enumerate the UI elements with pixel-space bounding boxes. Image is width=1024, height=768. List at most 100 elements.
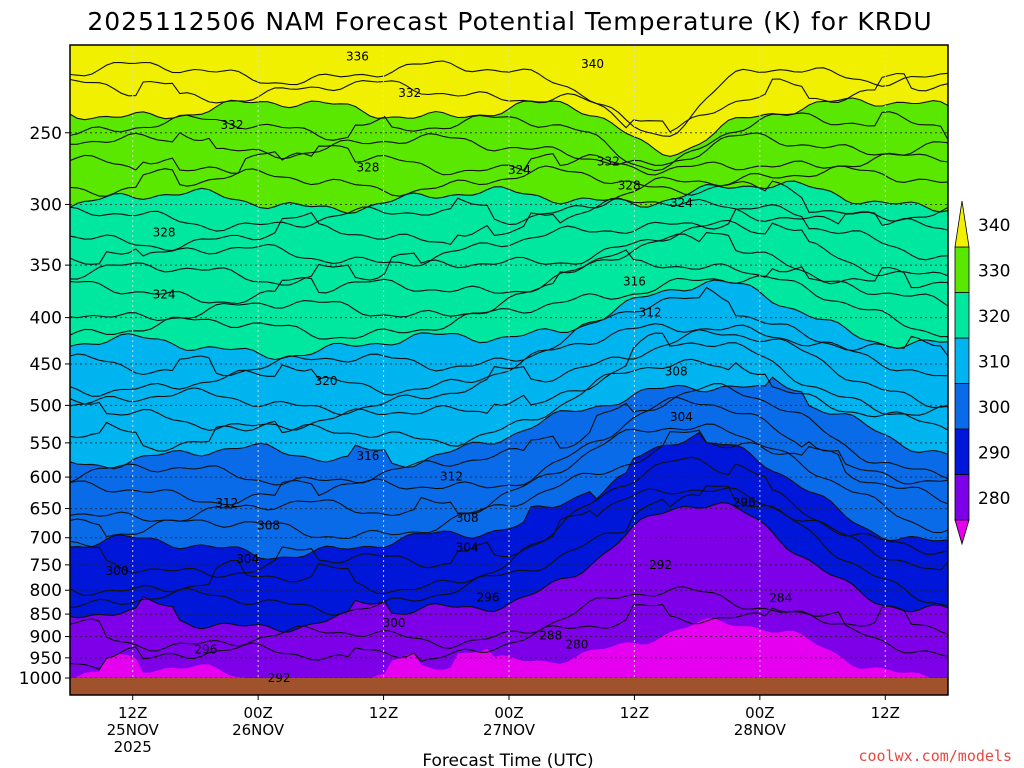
x-tick-label: 26NOV bbox=[232, 721, 285, 739]
contour-label: 292 bbox=[649, 558, 672, 572]
y-tick-label: 750 bbox=[30, 556, 62, 576]
ground-surface bbox=[70, 678, 948, 695]
colorbar-segment bbox=[954, 383, 970, 430]
contour-line bbox=[70, 332, 948, 431]
contour-line bbox=[70, 485, 948, 616]
contour-label: 296 bbox=[733, 495, 756, 509]
contour-label: 328 bbox=[618, 179, 641, 193]
y-tick-label: 650 bbox=[30, 500, 62, 520]
y-tick-label: 950 bbox=[30, 649, 62, 669]
contour-line bbox=[70, 232, 948, 305]
colorbar-label: 320 bbox=[978, 307, 1010, 327]
x-tick-label: 2025 bbox=[114, 738, 152, 756]
y-tick-label: 250 bbox=[30, 124, 62, 144]
contour-label: 304 bbox=[236, 552, 259, 566]
y-tick-label: 500 bbox=[30, 396, 62, 416]
contour-label: 324 bbox=[153, 287, 176, 301]
contour-label: 304 bbox=[670, 410, 693, 424]
contour-line bbox=[70, 176, 948, 232]
colorbar-segment bbox=[954, 428, 970, 475]
colorbar: 280 290 300 310 320 330 340 bbox=[954, 200, 1010, 546]
contour-band bbox=[70, 280, 948, 469]
contour-band bbox=[70, 618, 948, 681]
contour-label: 328 bbox=[153, 225, 176, 239]
y-tick-label: 700 bbox=[30, 529, 62, 549]
contour-label: 324 bbox=[508, 163, 531, 177]
x-tick-label: 12Z bbox=[118, 704, 147, 722]
contour-labels: 336 340 332 332 332 328 328 328 324 324 324 316 312 3… bbox=[106, 50, 793, 685]
contour-label: 336 bbox=[346, 50, 369, 64]
contour-label: 332 bbox=[597, 155, 620, 169]
y-axis: 250 300 350 400 450 500 550 600 650 700 750 800 850 9… bbox=[19, 124, 70, 689]
contour-label: 304 bbox=[456, 541, 479, 555]
contour-line bbox=[70, 180, 948, 214]
contour-label: 332 bbox=[221, 118, 244, 132]
chart-title: 2025112506 NAM Forecast Potential Temper… bbox=[87, 7, 932, 36]
x-axis-label: Forecast Time (UTC) bbox=[422, 751, 593, 768]
colorbar-segment bbox=[954, 474, 970, 521]
colorbar-label: 340 bbox=[978, 216, 1010, 236]
contour-line bbox=[70, 219, 948, 286]
contour-line bbox=[70, 97, 948, 157]
contour-label: 284 bbox=[769, 591, 792, 605]
contour-label: 332 bbox=[398, 86, 421, 100]
contour-line bbox=[70, 487, 948, 597]
contour-line bbox=[70, 383, 948, 486]
y-tick-label: 800 bbox=[30, 581, 62, 601]
y-tick-label: 850 bbox=[30, 605, 62, 625]
contour-line bbox=[70, 132, 948, 166]
colorbar-label: 280 bbox=[978, 489, 1010, 509]
contour-line bbox=[70, 502, 948, 633]
x-tick-label: 00Z bbox=[243, 704, 272, 722]
colorbar-segment bbox=[954, 292, 970, 339]
contour-label: 312 bbox=[639, 306, 662, 320]
contour-label: 308 bbox=[456, 511, 479, 525]
y-tick-label: 1000 bbox=[19, 669, 62, 689]
y-tick-label: 550 bbox=[30, 434, 62, 454]
colorbar-label: 310 bbox=[978, 353, 1010, 373]
contour-lines bbox=[70, 60, 948, 670]
contour-label: 312 bbox=[215, 496, 238, 510]
grid-lines bbox=[70, 45, 948, 695]
contour-line bbox=[70, 249, 948, 322]
x-tick-label: 00Z bbox=[494, 704, 523, 722]
y-tick-label: 900 bbox=[30, 628, 62, 648]
contour-label: 292 bbox=[268, 671, 291, 685]
contour-label: 340 bbox=[581, 57, 604, 71]
colorbar-label: 300 bbox=[978, 398, 1010, 418]
x-tick-label: 12Z bbox=[620, 704, 649, 722]
contour-label: 280 bbox=[565, 637, 588, 651]
colorbar-label: 330 bbox=[978, 262, 1010, 282]
contour-line bbox=[70, 329, 948, 416]
contour-label: 288 bbox=[539, 629, 562, 643]
contour-label: 300 bbox=[383, 616, 406, 630]
contour-line bbox=[70, 431, 948, 560]
contour-label: 312 bbox=[440, 469, 463, 483]
contour-line bbox=[70, 275, 948, 340]
contour-label: 328 bbox=[356, 160, 379, 174]
contour-line bbox=[70, 197, 948, 252]
contour-label: 320 bbox=[315, 374, 338, 388]
colorbar-segment bbox=[954, 337, 970, 384]
plot-area: 336 340 332 332 332 328 328 328 324 324 324 316 312 3… bbox=[70, 45, 948, 695]
contour-label: 308 bbox=[257, 519, 280, 533]
y-tick-label: 350 bbox=[30, 256, 62, 276]
contour-line bbox=[70, 165, 948, 197]
contour-label: 324 bbox=[670, 196, 693, 210]
contour-label: 296 bbox=[194, 642, 217, 656]
credit-text: coolwx.com/models bbox=[858, 747, 1012, 765]
contour-line bbox=[70, 60, 948, 137]
contour-label: 300 bbox=[106, 564, 129, 578]
contour-label: 308 bbox=[665, 365, 688, 379]
x-tick-label: 12Z bbox=[369, 704, 398, 722]
y-tick-label: 450 bbox=[30, 355, 62, 375]
colorbar-low-arrow bbox=[954, 519, 970, 546]
contour-band bbox=[70, 377, 948, 560]
colorbar-label: 290 bbox=[978, 444, 1010, 464]
contour-label: 296 bbox=[477, 591, 500, 605]
x-tick-label: 28NOV bbox=[734, 721, 787, 739]
x-tick-label: 12Z bbox=[871, 704, 900, 722]
x-tick-label: 25NOV bbox=[107, 721, 160, 739]
contour-label: 316 bbox=[356, 449, 379, 463]
